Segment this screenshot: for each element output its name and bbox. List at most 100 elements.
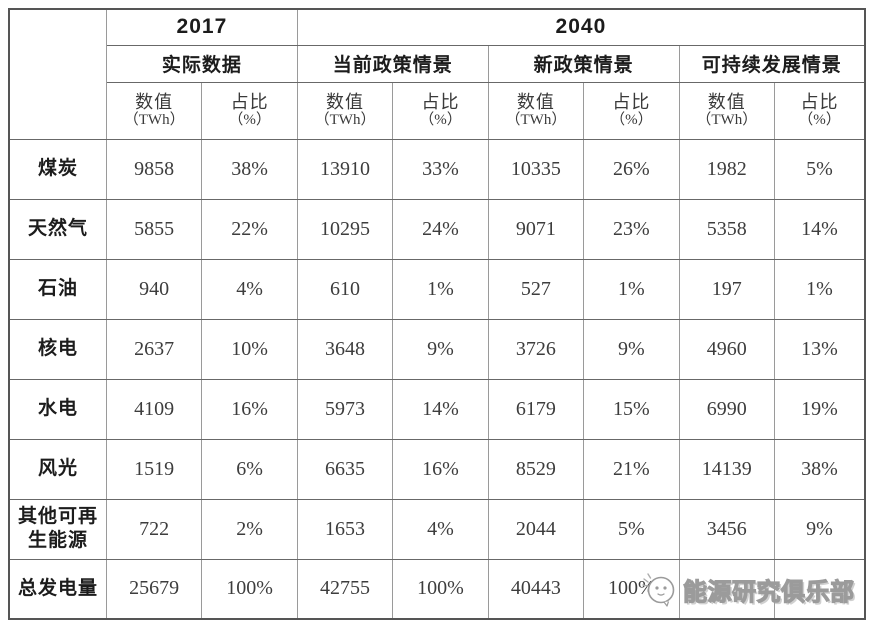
metric-header-value: 数值 （TWh） [487, 81, 585, 140]
metric-header-share: 占比 （%） [583, 81, 680, 140]
data-cell [678, 558, 776, 620]
metric-header-share: 占比 （%） [392, 81, 489, 140]
data-cell: 100% [201, 558, 298, 620]
table-row-nuclear: 核电 2637 10% 3648 9% 3726 9% 4960 13% [8, 318, 866, 380]
data-cell: 9% [774, 498, 866, 560]
scenario-header-new-policy: 新政策情景 [487, 44, 680, 83]
table-row-coal: 煤炭 9858 38% 13910 33% 10335 26% 1982 5% [8, 138, 866, 200]
header-row-years: 2017 2040 [8, 8, 866, 140]
data-cell: 1% [583, 258, 680, 320]
row-label: 石油 [8, 258, 107, 320]
data-cell: 13910 [296, 138, 394, 200]
data-cell: 15% [583, 378, 680, 440]
metric-share-unit: （%） [798, 112, 841, 129]
table-row-total-generation: 总发电量 25679 100% 42755 100% 40443 100% [8, 558, 866, 620]
data-cell: 10295 [296, 198, 394, 260]
metric-value-unit: （TWh） [123, 112, 185, 129]
data-cell: 22% [201, 198, 298, 260]
data-cell: 8529 [487, 438, 585, 500]
metric-value-unit: （TWh） [314, 112, 376, 129]
data-cell: 26% [583, 138, 680, 200]
data-cell: 42755 [296, 558, 394, 620]
data-cell: 940 [105, 258, 203, 320]
data-cell: 23% [583, 198, 680, 260]
data-cell: 6% [201, 438, 298, 500]
data-cell: 4% [201, 258, 298, 320]
metric-share-unit: （%） [419, 112, 462, 129]
metric-share-label: 占比 [612, 91, 651, 112]
header-row-metrics: 数值 （TWh） 占比 （%） 数值 （TWh） 占比 （%） 数值 （TWh）… [9, 81, 866, 140]
data-cell: 6635 [296, 438, 394, 500]
data-cell: 4960 [678, 318, 776, 380]
data-cell: 9% [392, 318, 489, 380]
data-cell: 13% [774, 318, 866, 380]
row-label: 天然气 [8, 198, 107, 260]
data-cell: 25679 [105, 558, 203, 620]
row-label: 核电 [8, 318, 107, 380]
metric-value-label: 数值 [135, 91, 174, 112]
data-cell: 1653 [296, 498, 394, 560]
data-cell: 14% [774, 198, 866, 260]
data-cell: 100% [392, 558, 489, 620]
data-cell: 2044 [487, 498, 585, 560]
metric-share-unit: （%） [228, 112, 271, 129]
data-cell: 722 [105, 498, 203, 560]
metric-value-unit: （TWh） [505, 112, 567, 129]
table-row-natural-gas: 天然气 5855 22% 10295 24% 9071 23% 5358 14% [8, 198, 866, 260]
data-cell: 5855 [105, 198, 203, 260]
data-cell: 1% [774, 258, 866, 320]
data-cell: 19% [774, 378, 866, 440]
data-cell: 9071 [487, 198, 585, 260]
data-cell: 16% [201, 378, 298, 440]
data-cell: 1982 [678, 138, 776, 200]
metric-share-label: 占比 [800, 91, 839, 112]
year-header-2017: 2017 [105, 8, 298, 46]
data-cell: 5973 [296, 378, 394, 440]
data-cell: 2% [201, 498, 298, 560]
corner-cell [8, 8, 107, 140]
data-cell: 100% [583, 558, 680, 620]
data-cell: 5% [583, 498, 680, 560]
data-cell: 38% [774, 438, 866, 500]
data-cell: 38% [201, 138, 298, 200]
data-cell: 9858 [105, 138, 203, 200]
data-cell: 3648 [296, 318, 394, 380]
table-row-hydro: 水电 4109 16% 5973 14% 6179 15% 6990 19% [8, 378, 866, 440]
data-cell: 2637 [105, 318, 203, 380]
data-cell: 16% [392, 438, 489, 500]
energy-mix-table: 2017 2040 实际数据 当前政策情景 新政策情景 可持续发展情景 数值 （… [8, 8, 866, 620]
data-cell: 1% [392, 258, 489, 320]
data-cell: 9% [583, 318, 680, 380]
row-label: 煤炭 [8, 138, 107, 200]
data-cell: 3456 [678, 498, 776, 560]
data-cell: 1519 [105, 438, 203, 500]
header-row-scenarios: 实际数据 当前政策情景 新政策情景 可持续发展情景 [9, 44, 866, 83]
metric-header-value: 数值 （TWh） [296, 81, 394, 140]
data-cell: 14% [392, 378, 489, 440]
data-cell: 4109 [105, 378, 203, 440]
table-row-other-renewables: 其他可再生能源 722 2% 1653 4% 2044 5% 3456 9% [8, 498, 866, 560]
data-cell: 5358 [678, 198, 776, 260]
metric-share-label: 占比 [421, 91, 460, 112]
data-cell: 6990 [678, 378, 776, 440]
metric-share-label: 占比 [230, 91, 269, 112]
metric-header-value: 数值 （TWh） [678, 81, 776, 140]
data-cell: 40443 [487, 558, 585, 620]
data-cell: 6179 [487, 378, 585, 440]
data-cell: 14139 [678, 438, 776, 500]
metric-header-value: 数值 （TWh） [105, 81, 203, 140]
row-label: 其他可再生能源 [8, 498, 107, 560]
data-cell: 10335 [487, 138, 585, 200]
data-cell: 24% [392, 198, 489, 260]
row-label: 总发电量 [8, 558, 107, 620]
data-cell: 4% [392, 498, 489, 560]
data-cell: 197 [678, 258, 776, 320]
table-row-wind-solar: 风光 1519 6% 6635 16% 8529 21% 14139 38% [8, 438, 866, 500]
row-label: 水电 [8, 378, 107, 440]
data-cell: 610 [296, 258, 394, 320]
data-cell: 10% [201, 318, 298, 380]
scenario-header-sustainable: 可持续发展情景 [678, 44, 866, 83]
data-cell: 527 [487, 258, 585, 320]
metric-value-label: 数值 [516, 91, 555, 112]
